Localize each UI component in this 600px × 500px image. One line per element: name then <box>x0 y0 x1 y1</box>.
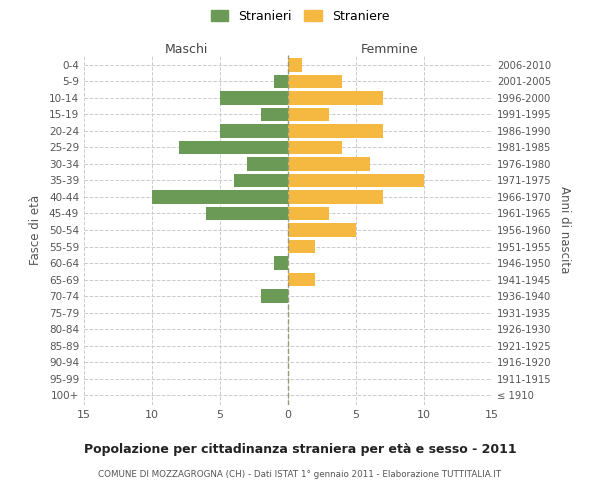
Bar <box>288 92 383 104</box>
Text: COMUNE DI MOZZAGROGNA (CH) - Dati ISTAT 1° gennaio 2011 - Elaborazione TUTTITALI: COMUNE DI MOZZAGROGNA (CH) - Dati ISTAT … <box>98 470 502 479</box>
Bar <box>288 174 424 187</box>
Bar <box>233 174 288 187</box>
Bar <box>288 75 343 88</box>
Bar <box>288 273 315 286</box>
Bar <box>261 108 288 121</box>
Bar <box>247 158 288 170</box>
Bar <box>288 58 302 71</box>
Text: Femmine: Femmine <box>361 43 419 56</box>
Bar <box>288 124 383 138</box>
Bar <box>261 290 288 302</box>
Bar <box>220 124 288 138</box>
Bar <box>288 207 329 220</box>
Y-axis label: Anni di nascita: Anni di nascita <box>559 186 571 274</box>
Bar <box>288 108 329 121</box>
Legend: Stranieri, Straniere: Stranieri, Straniere <box>207 6 393 26</box>
Bar <box>288 240 315 253</box>
Bar <box>274 256 288 270</box>
Text: Maschi: Maschi <box>164 43 208 56</box>
Bar <box>288 158 370 170</box>
Text: Popolazione per cittadinanza straniera per età e sesso - 2011: Popolazione per cittadinanza straniera p… <box>83 442 517 456</box>
Bar <box>288 190 383 203</box>
Bar <box>288 141 343 154</box>
Bar <box>274 75 288 88</box>
Bar <box>179 141 288 154</box>
Bar <box>220 92 288 104</box>
Y-axis label: Fasce di età: Fasce di età <box>29 195 42 265</box>
Bar <box>152 190 288 203</box>
Bar <box>288 224 356 236</box>
Bar <box>206 207 288 220</box>
